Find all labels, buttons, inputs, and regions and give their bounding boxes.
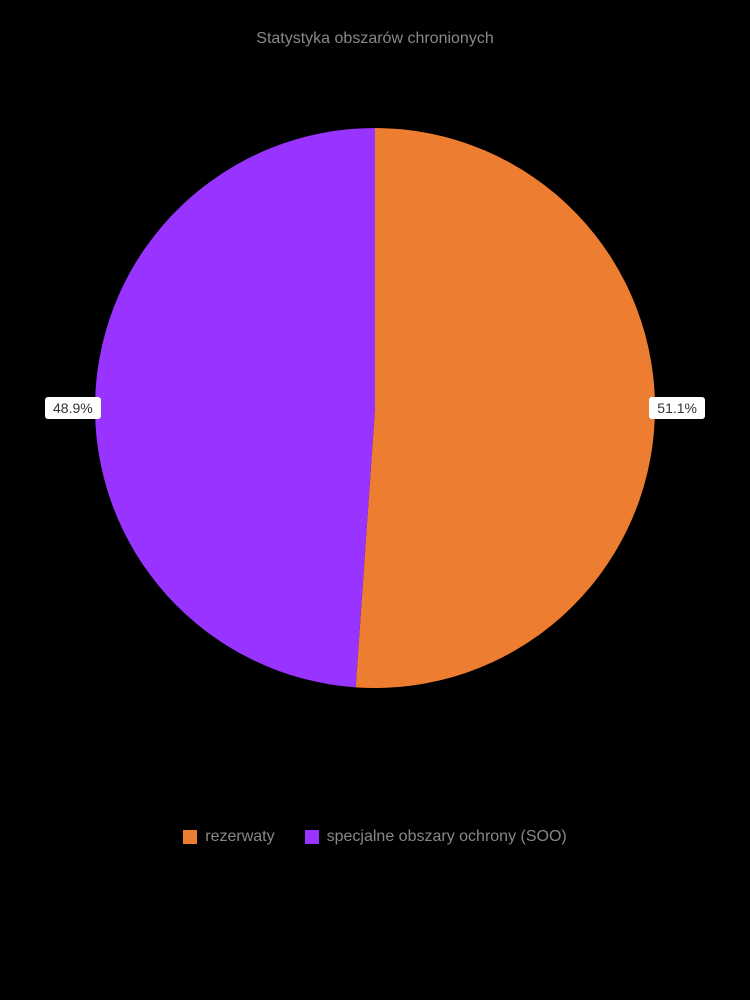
data-label-slice-1: 48.9%: [45, 397, 101, 419]
pie-slice-1: [95, 128, 375, 687]
pie-chart: [95, 128, 655, 688]
pie-slice-0: [356, 128, 655, 688]
pie-wrapper: 51.1% 48.9%: [75, 108, 675, 708]
legend-swatch-0: [183, 830, 197, 844]
chart-container: Statystyka obszarów chronionych 51.1% 48…: [0, 0, 750, 1000]
chart-title: Statystyka obszarów chronionych: [256, 30, 493, 48]
legend: rezerwaty specjalne obszary ochrony (SOO…: [183, 828, 566, 846]
legend-item-1: specjalne obszary ochrony (SOO): [305, 828, 567, 846]
data-label-slice-0: 51.1%: [649, 397, 705, 419]
legend-item-0: rezerwaty: [183, 828, 274, 846]
legend-swatch-1: [305, 830, 319, 844]
legend-label-0: rezerwaty: [205, 828, 274, 846]
legend-label-1: specjalne obszary ochrony (SOO): [327, 828, 567, 846]
